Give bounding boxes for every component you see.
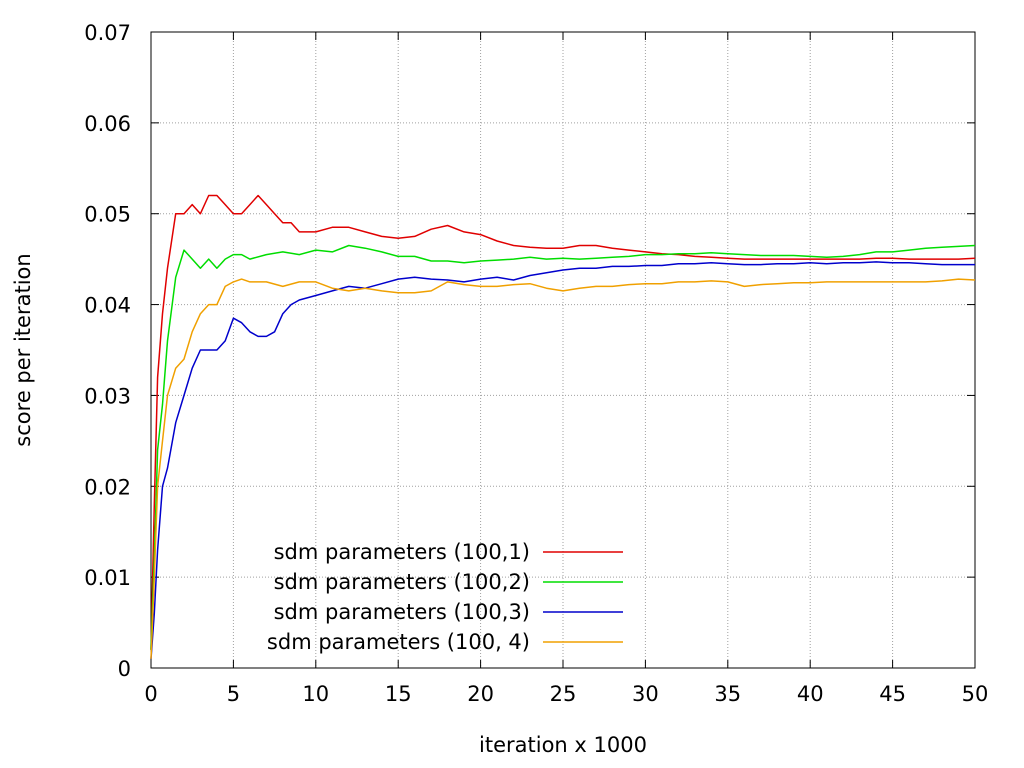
x-tick-label: 15 bbox=[385, 682, 412, 706]
x-tick-label: 40 bbox=[797, 682, 824, 706]
y-tick-label: 0 bbox=[118, 657, 131, 681]
legend-label-1: sdm parameters (100,1) bbox=[274, 540, 530, 564]
y-tick-label: 0.05 bbox=[84, 203, 131, 227]
x-tick-label: 25 bbox=[550, 682, 577, 706]
legend: sdm parameters (100,1) sdm parameters (10… bbox=[267, 540, 623, 654]
x-tick-label: 5 bbox=[227, 682, 240, 706]
y-tick-label: 0.01 bbox=[84, 566, 131, 590]
y-tick-label: 0.06 bbox=[84, 112, 131, 136]
series-lines bbox=[150, 194, 976, 659]
y-tick-label: 0.02 bbox=[84, 475, 131, 499]
legend-label-3: sdm parameters (100,3) bbox=[274, 600, 530, 624]
y-tick-label: 0.07 bbox=[84, 21, 131, 45]
x-tick-label: 10 bbox=[302, 682, 329, 706]
y-tick-label: 0.03 bbox=[84, 384, 131, 408]
series-line-3 bbox=[150, 261, 975, 659]
x-axis-title: iteration x 1000 bbox=[479, 733, 647, 757]
grid bbox=[151, 32, 975, 668]
y-tick-label: 0.04 bbox=[84, 294, 131, 318]
axis-ticks: 0 5 10 15 20 25 30 35 40 45 50 0 0.01 0.02 0.03 0.04 0.0… bbox=[84, 21, 988, 706]
x-tick-label: 30 bbox=[632, 682, 659, 706]
series-line-2 bbox=[150, 244, 976, 650]
x-tick-label: 35 bbox=[714, 682, 741, 706]
legend-label-2: sdm parameters (100,2) bbox=[274, 570, 530, 594]
series-line-4 bbox=[150, 278, 976, 659]
x-tick-label: 50 bbox=[962, 682, 989, 706]
x-tick-label: 20 bbox=[467, 682, 494, 706]
x-tick-label: 0 bbox=[144, 682, 157, 706]
y-axis-title: score per iteration bbox=[11, 253, 35, 446]
series-line-1 bbox=[150, 194, 976, 650]
legend-label-4: sdm parameters (100, 4) bbox=[267, 630, 530, 654]
x-tick-label: 45 bbox=[879, 682, 906, 706]
